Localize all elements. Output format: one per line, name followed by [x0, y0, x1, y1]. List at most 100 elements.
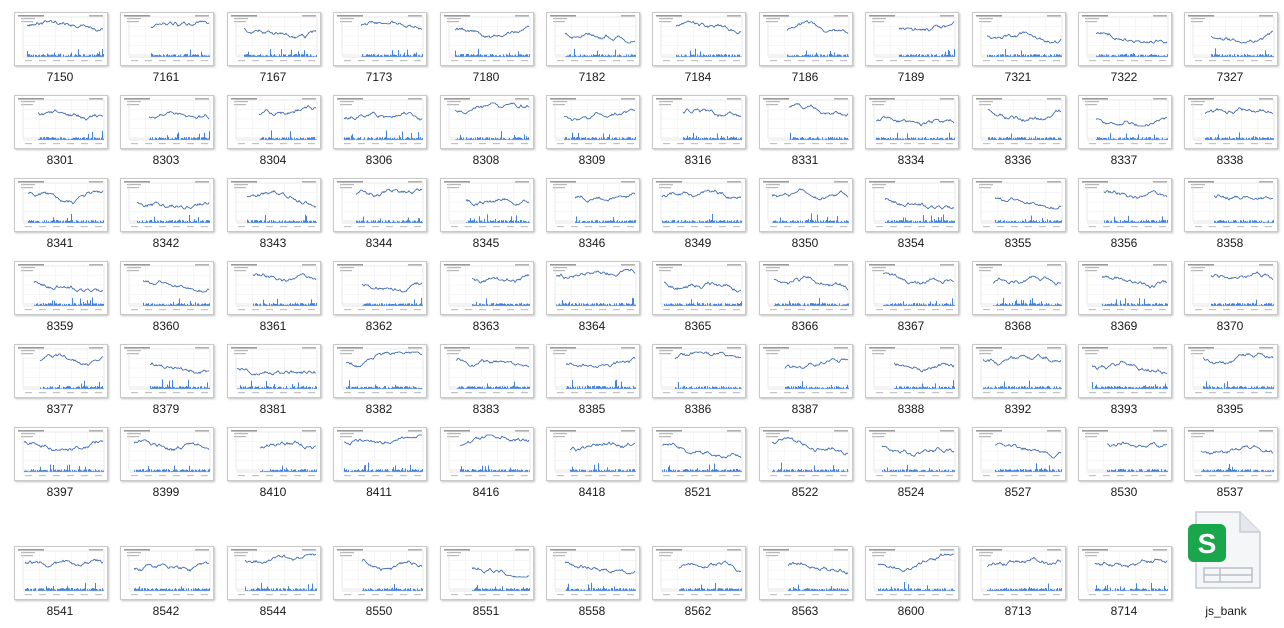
file-item-8342[interactable]: 8342 [116, 178, 216, 254]
chart-thumbnail [759, 178, 853, 232]
file-item-8309[interactable]: 8309 [542, 95, 642, 171]
chart-thumbnail [1078, 261, 1172, 315]
file-item-8349[interactable]: 8349 [648, 178, 748, 254]
file-item-8382[interactable]: 8382 [329, 344, 429, 420]
file-item-8558[interactable]: 8558 [542, 546, 642, 622]
file-item-8301[interactable]: 8301 [10, 95, 110, 171]
file-item-8393[interactable]: 8393 [1074, 344, 1174, 420]
file-item-8714[interactable]: 8714 [1074, 546, 1174, 622]
file-item-8388[interactable]: 8388 [861, 344, 961, 420]
file-item-8541[interactable]: 8541 [10, 546, 110, 622]
file-item-7167[interactable]: 7167 [223, 12, 323, 88]
file-item-7173[interactable]: 7173 [329, 12, 429, 88]
file-item-8392[interactable]: 8392 [968, 344, 1068, 420]
file-item-8379[interactable]: 8379 [116, 344, 216, 420]
file-item-8600[interactable]: 8600 [861, 546, 961, 622]
file-item-8360[interactable]: 8360 [116, 261, 216, 337]
file-item-8395[interactable]: 8395 [1180, 344, 1280, 420]
file-item-8411[interactable]: 8411 [329, 427, 429, 503]
file-item-8354[interactable]: 8354 [861, 178, 961, 254]
file-item-8551[interactable]: 8551 [436, 546, 536, 622]
file-item-7321[interactable]: 7321 [968, 12, 1068, 88]
file-item-7180[interactable]: 7180 [436, 12, 536, 88]
chart-thumbnail [440, 95, 534, 149]
file-item-8345[interactable]: 8345 [436, 178, 536, 254]
chart-thumbnail [1184, 344, 1278, 398]
file-item-8383[interactable]: 8383 [436, 344, 536, 420]
chart-thumbnail [227, 427, 321, 481]
file-item-8368[interactable]: 8368 [968, 261, 1068, 337]
file-item-8397[interactable]: 8397 [10, 427, 110, 503]
file-item-8308[interactable]: 8308 [436, 95, 536, 171]
file-item-7322[interactable]: 7322 [1074, 12, 1174, 88]
file-item-8364[interactable]: 8364 [542, 261, 642, 337]
file-item-8338[interactable]: 8338 [1180, 95, 1280, 171]
file-item-8387[interactable]: 8387 [755, 344, 855, 420]
file-item-7184[interactable]: 7184 [648, 12, 748, 88]
file-item-8399[interactable]: 8399 [116, 427, 216, 503]
file-item-8334[interactable]: 8334 [861, 95, 961, 171]
file-label: 8383 [472, 402, 500, 416]
file-item-8304[interactable]: 8304 [223, 95, 323, 171]
file-item-8367[interactable]: 8367 [861, 261, 961, 337]
file-item-8346[interactable]: 8346 [542, 178, 642, 254]
file-item-8410[interactable]: 8410 [223, 427, 323, 503]
file-item-8363[interactable]: 8363 [436, 261, 536, 337]
chart-thumbnail [333, 344, 427, 398]
file-item-8416[interactable]: 8416 [436, 427, 536, 503]
file-item-8521[interactable]: 8521 [648, 427, 748, 503]
chart-thumbnail [972, 95, 1066, 149]
file-item-8343[interactable]: 8343 [223, 178, 323, 254]
file-item-8359[interactable]: 8359 [10, 261, 110, 337]
file-item-8522[interactable]: 8522 [755, 427, 855, 503]
spreadsheet-file-icon[interactable]: S [1186, 510, 1262, 592]
file-item-8418[interactable]: 8418 [542, 427, 642, 503]
file-item-7150[interactable]: 7150 [10, 12, 110, 88]
file-item-7182[interactable]: 7182 [542, 12, 642, 88]
file-item-8362[interactable]: 8362 [329, 261, 429, 337]
file-item-8563[interactable]: 8563 [755, 546, 855, 622]
file-item-8365[interactable]: 8365 [648, 261, 748, 337]
chart-thumbnail [759, 12, 853, 66]
file-item-8366[interactable]: 8366 [755, 261, 855, 337]
file-item-8385[interactable]: 8385 [542, 344, 642, 420]
file-item-8356[interactable]: 8356 [1074, 178, 1174, 254]
file-item-8369[interactable]: 8369 [1074, 261, 1174, 337]
file-item-8355[interactable]: 8355 [968, 178, 1068, 254]
file-item-8361[interactable]: 8361 [223, 261, 323, 337]
file-item-8358[interactable]: 8358 [1180, 178, 1280, 254]
file-item-8524[interactable]: 8524 [861, 427, 961, 503]
file-item-8381[interactable]: 8381 [223, 344, 323, 420]
file-item-8537[interactable]: 8537 [1180, 427, 1280, 503]
file-label: 8349 [684, 236, 712, 250]
file-item-8344[interactable]: 8344 [329, 178, 429, 254]
file-item-8544[interactable]: 8544 [223, 546, 323, 622]
file-item-7161[interactable]: 7161 [116, 12, 216, 88]
file-label: 8370 [1216, 319, 1244, 333]
file-item-8386[interactable]: 8386 [648, 344, 748, 420]
file-item-8713[interactable]: 8713 [968, 546, 1068, 622]
file-item-8542[interactable]: 8542 [116, 546, 216, 622]
file-item-8350[interactable]: 8350 [755, 178, 855, 254]
file-item-8337[interactable]: 8337 [1074, 95, 1174, 171]
file-item-8377[interactable]: 8377 [10, 344, 110, 420]
file-item-8306[interactable]: 8306 [329, 95, 429, 171]
file-label: 8382 [365, 402, 393, 416]
file-item-8331[interactable]: 8331 [755, 95, 855, 171]
file-label: 7161 [152, 70, 180, 84]
file-item-7327[interactable]: 7327 [1180, 12, 1280, 88]
file-item-8370[interactable]: 8370 [1180, 261, 1280, 337]
file-item-7186[interactable]: 7186 [755, 12, 855, 88]
file-item-8336[interactable]: 8336 [968, 95, 1068, 171]
file-item-8562[interactable]: 8562 [648, 546, 748, 622]
file-item-8341[interactable]: 8341 [10, 178, 110, 254]
file-item-8527[interactable]: 8527 [968, 427, 1068, 503]
chart-thumbnail [14, 261, 108, 315]
chart-thumbnail [652, 95, 746, 149]
chart-thumbnail [227, 178, 321, 232]
file-item-7189[interactable]: 7189 [861, 12, 961, 88]
file-item-8550[interactable]: 8550 [329, 546, 429, 622]
file-item-8316[interactable]: 8316 [648, 95, 748, 171]
file-item-8530[interactable]: 8530 [1074, 427, 1174, 503]
file-item-8303[interactable]: 8303 [116, 95, 216, 171]
